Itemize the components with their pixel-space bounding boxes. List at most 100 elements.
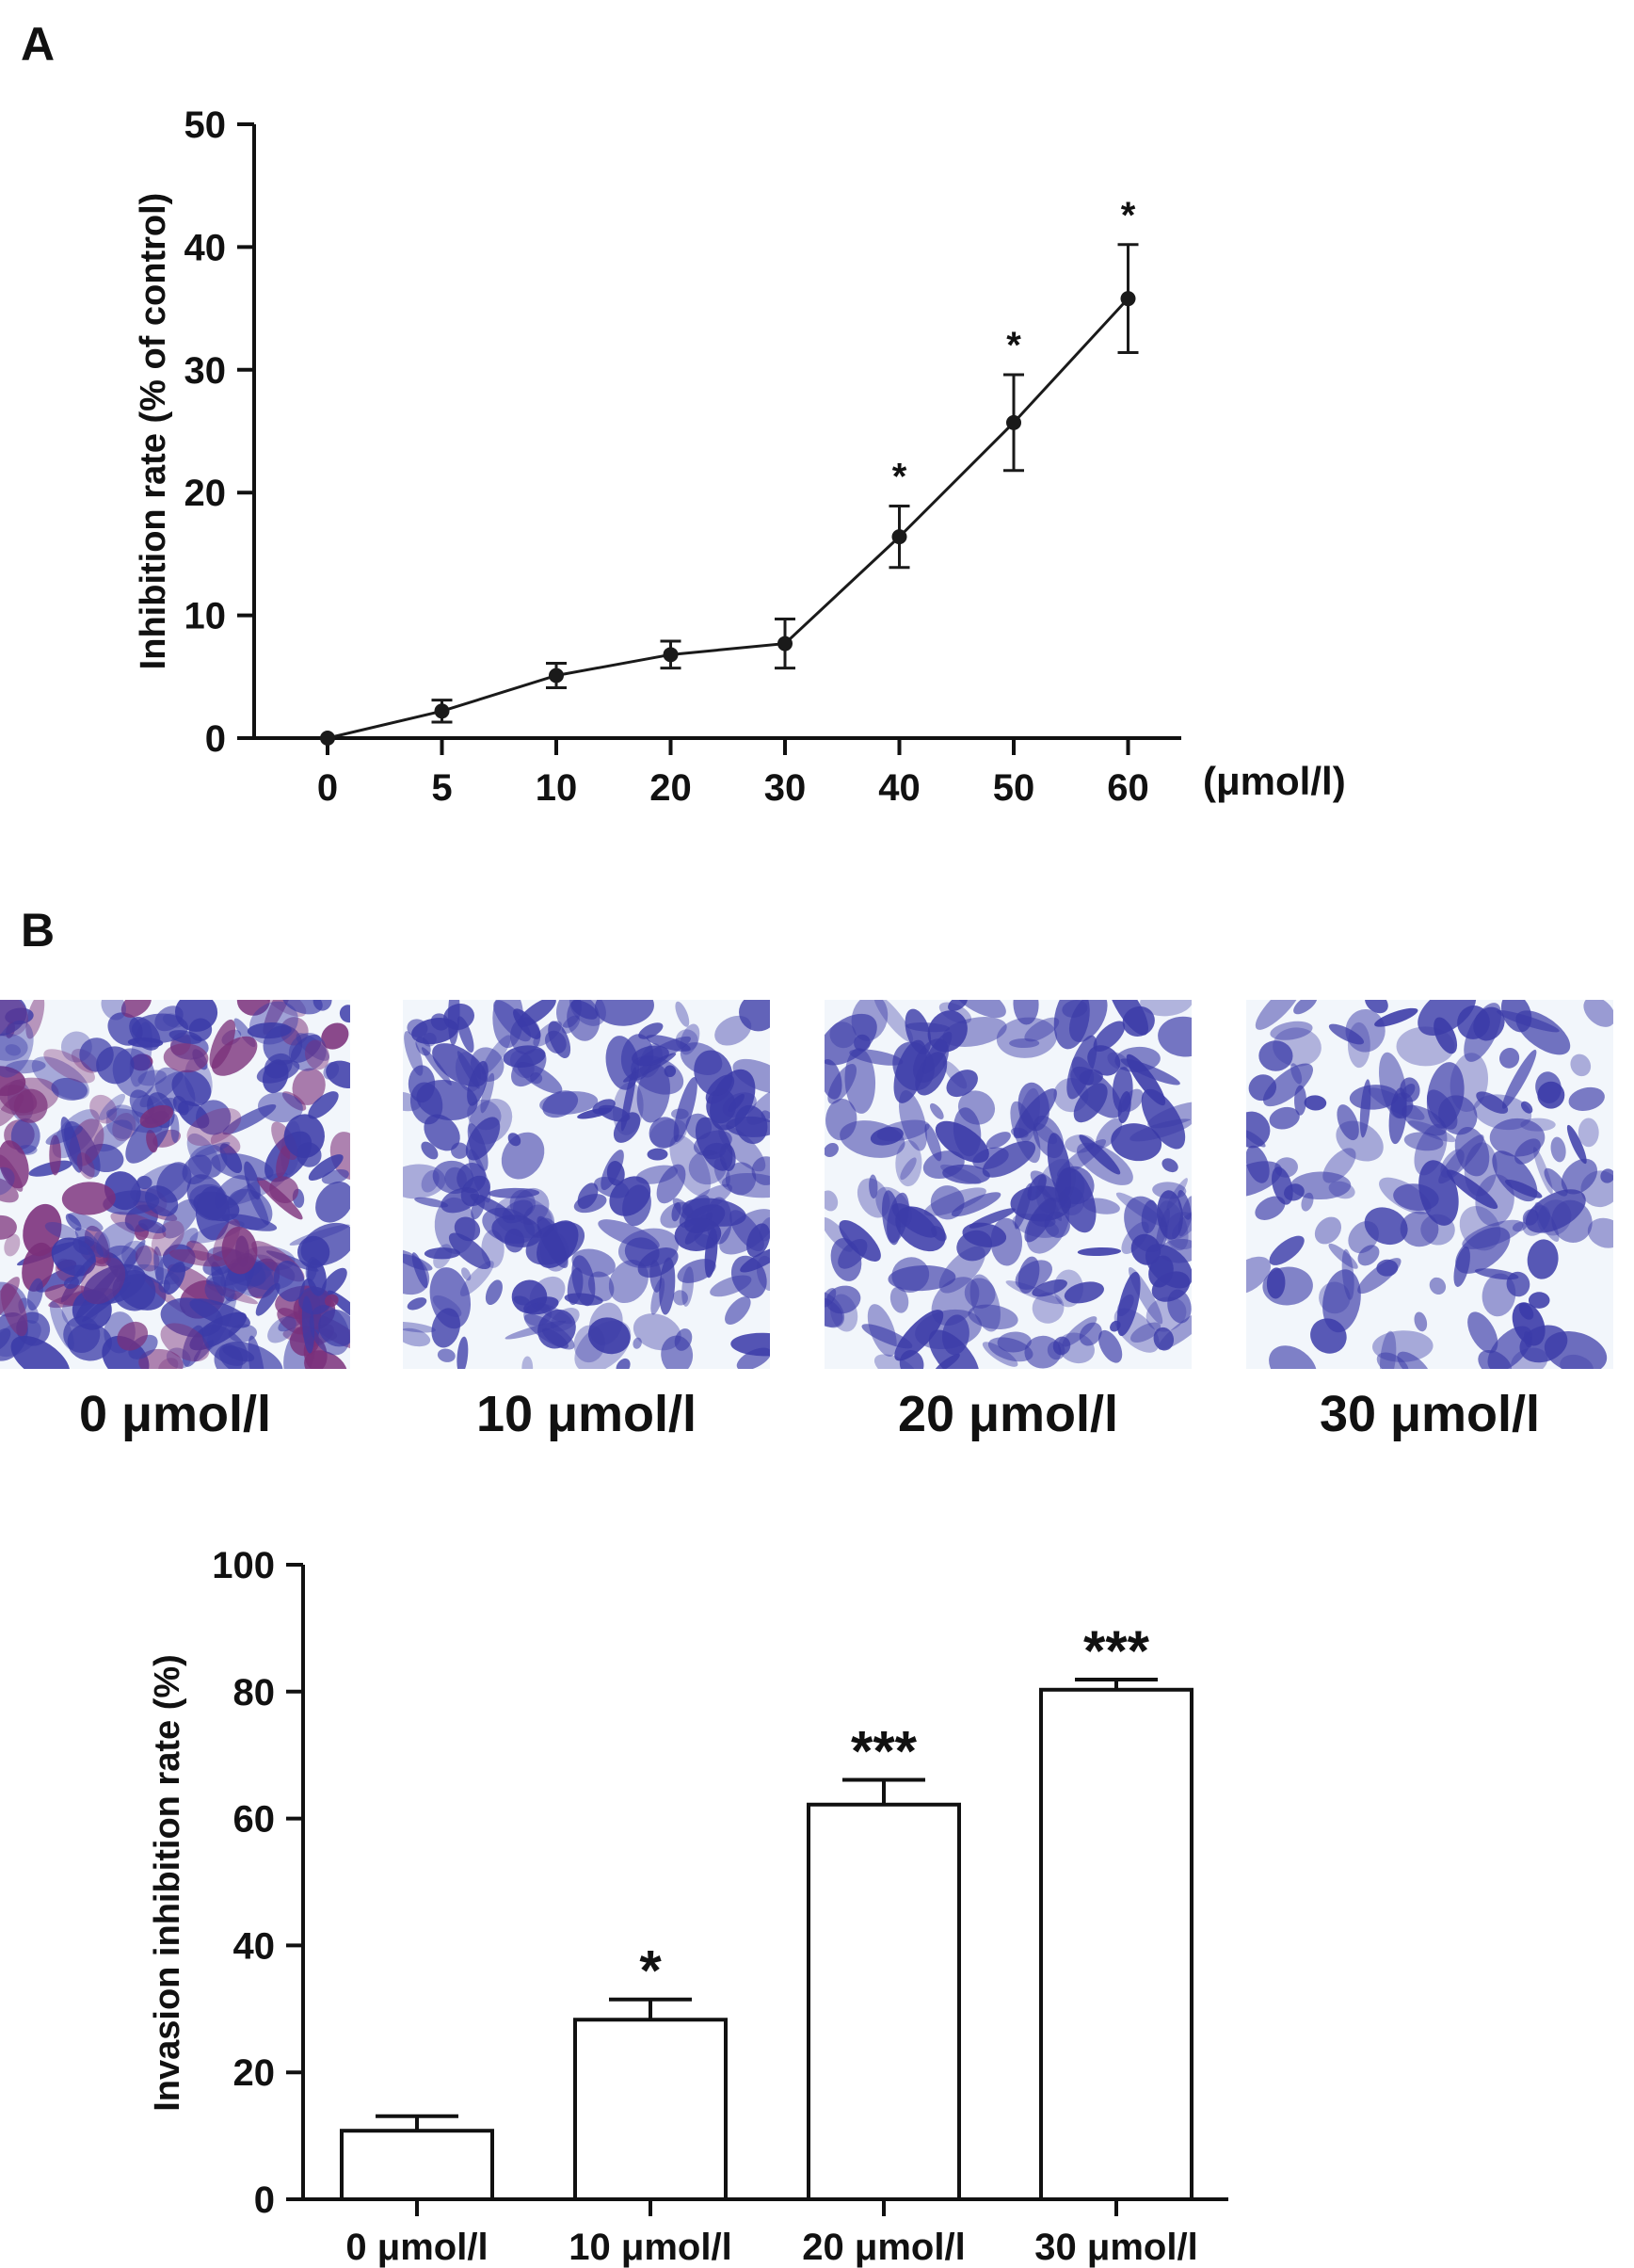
y-tick-label: 50 (184, 105, 227, 146)
stained-cell (849, 1049, 904, 1066)
micrograph-row: 0 μmol/l 10 μmol/l 20 μmol/l 30 μmol/l (0, 1000, 1613, 1442)
stained-cell (996, 1017, 1058, 1058)
stained-cell (139, 1071, 184, 1108)
stained-cell (163, 1043, 209, 1073)
stained-cell (953, 1000, 1006, 1019)
bar (340, 2129, 494, 2202)
stained-cell (964, 1278, 996, 1309)
stained-cell (620, 1067, 636, 1132)
stained-cell (942, 1060, 968, 1089)
stained-cell (1336, 1120, 1384, 1162)
stained-cell (1284, 1183, 1305, 1201)
stained-cell (424, 1247, 461, 1260)
stained-cell (1368, 1087, 1425, 1120)
stained-cell (1359, 1079, 1371, 1138)
stained-cell (189, 1298, 250, 1328)
stained-cell (0, 1085, 38, 1114)
stained-cell (255, 1282, 280, 1316)
micrograph-label-10: 10 μmol/l (476, 1386, 697, 1442)
stained-cell (1462, 1219, 1524, 1249)
stained-cell (432, 1043, 487, 1087)
stained-cell (465, 1117, 501, 1161)
stained-cell (1128, 1266, 1163, 1325)
stained-cell (1561, 1158, 1598, 1195)
stained-cell (1328, 1023, 1365, 1045)
stained-cell (1580, 1170, 1613, 1208)
stained-cell (521, 1356, 534, 1369)
stained-cell (1161, 1158, 1178, 1173)
stained-cell (1473, 1094, 1532, 1131)
stained-cell (1153, 1327, 1175, 1351)
data-point (891, 529, 907, 545)
y-axis-title: Invasion inhibition rate (%) (148, 1654, 187, 2112)
stained-cell (0, 1214, 17, 1240)
data-point (777, 635, 793, 651)
stained-cell (61, 1182, 116, 1215)
stained-cell (556, 1000, 582, 1028)
stained-cell (139, 1104, 174, 1128)
stained-cell (1129, 1118, 1192, 1142)
stained-cell (1520, 1118, 1556, 1132)
stained-cell (1055, 1166, 1095, 1205)
stained-cell (942, 1017, 1007, 1047)
stained-cell (825, 1285, 861, 1314)
stained-cell (869, 1174, 878, 1199)
x-tick-label: 20 μmol/l (802, 2227, 965, 2268)
stained-cell (1414, 1311, 1428, 1332)
y-tick-label: 100 (212, 1545, 275, 1586)
stained-cell (522, 1204, 555, 1239)
stained-cell (201, 1325, 248, 1366)
stained-cell (65, 1214, 82, 1231)
stained-cell (931, 1226, 947, 1242)
stained-cell (503, 1045, 546, 1069)
stained-cell (1514, 1138, 1541, 1165)
stained-cell (1053, 1000, 1090, 1050)
stained-cell (509, 1050, 535, 1079)
stained-cell (1035, 1158, 1076, 1214)
stained-cell (1079, 1322, 1102, 1346)
stained-cell (1502, 1049, 1537, 1109)
stained-cell (1374, 1007, 1418, 1027)
stained-cell (719, 1209, 770, 1255)
x-tick-label: 0 (317, 767, 338, 809)
stained-cell (403, 1164, 446, 1199)
stained-cell (454, 1216, 481, 1242)
stained-cell (616, 1358, 631, 1369)
significance-marker: *** (851, 1719, 918, 1782)
stained-cell (659, 1257, 676, 1315)
stained-cell (130, 1163, 188, 1203)
stained-cell (1534, 1201, 1560, 1242)
stained-cell (681, 1183, 732, 1218)
stained-cell (403, 1327, 431, 1347)
stained-cell (1566, 1124, 1587, 1165)
stained-cell (1357, 1258, 1402, 1295)
stained-cell (1155, 1208, 1170, 1250)
stained-cell (329, 1132, 350, 1181)
stained-cell (649, 1117, 680, 1149)
stained-cell (1527, 1239, 1559, 1279)
stained-cell (915, 1052, 948, 1096)
x-tick-label: 20 (649, 767, 692, 809)
stained-cell (93, 1119, 133, 1152)
stained-cell (730, 1255, 767, 1299)
stained-cell (296, 1033, 330, 1061)
stained-cell (601, 1150, 624, 1191)
stained-cell (1079, 1134, 1121, 1175)
stained-cell (1464, 1142, 1498, 1197)
micrograph-image (403, 1000, 770, 1369)
stained-cell (461, 1267, 472, 1281)
stained-cell (1345, 1009, 1386, 1053)
stained-cell (326, 1060, 350, 1088)
panel-label-b: B (21, 904, 55, 957)
stained-cell (1379, 1052, 1407, 1118)
stained-cell (647, 1148, 668, 1161)
stained-cell (96, 1046, 135, 1085)
stained-cell (281, 1000, 323, 1015)
stained-cell (704, 1228, 718, 1279)
significance-marker: *** (1083, 1619, 1150, 1682)
y-tick-label: 40 (184, 227, 227, 268)
stained-cell (120, 1000, 152, 1018)
y-tick-label: 20 (233, 2052, 276, 2094)
stained-cell (746, 1086, 770, 1125)
stained-cell (1304, 1095, 1327, 1111)
